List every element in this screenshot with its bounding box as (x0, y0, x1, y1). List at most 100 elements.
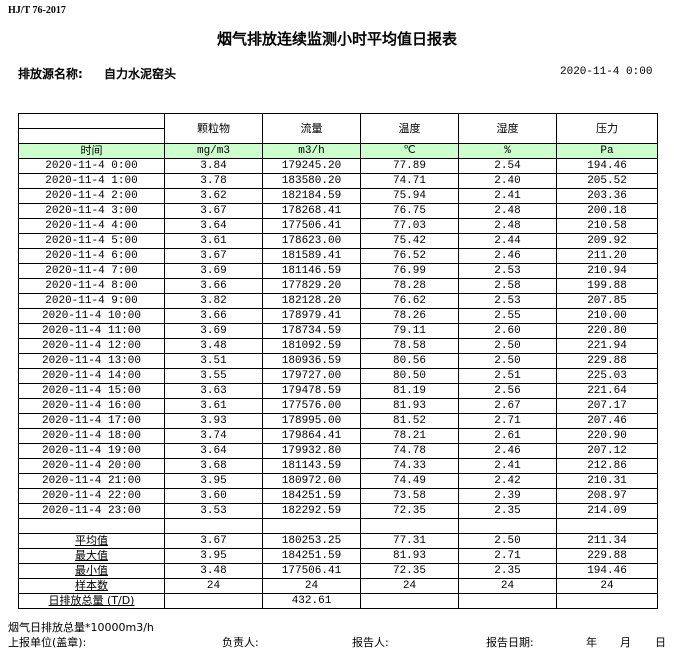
value-cell: 214.09 (556, 503, 658, 519)
stats-row: 最小值 3.48 177506.41 72.35 2.35 194.46 (18, 563, 658, 579)
value-cell: 2.35 (458, 563, 557, 579)
value-cell: 180253.25 (262, 533, 361, 549)
row-label: 2020-11-4 17:00 (18, 413, 165, 429)
value-cell: 2.56 (458, 383, 557, 399)
value-cell: 178995.00 (262, 413, 361, 429)
value-cell: 24 (458, 578, 557, 594)
table-row: 2020-11-4 16:00 3.61 177576.00 81.93 2.67 207… (18, 398, 658, 414)
column-header: 颗粒物 (164, 113, 263, 144)
value-cell: 3.61 (164, 398, 263, 414)
value-cell: 210.94 (556, 263, 658, 279)
value-cell: 2.40 (458, 173, 557, 189)
value-cell: 211.20 (556, 248, 658, 264)
value-cell: 2.41 (458, 188, 557, 204)
row-label: 2020-11-4 2:00 (18, 188, 165, 204)
reporter-label: 报告人: (352, 636, 389, 649)
value-cell: 2.58 (458, 278, 557, 294)
value-cell: 212.86 (556, 458, 658, 474)
column-header: 流量 (262, 113, 361, 144)
blank-row (18, 518, 658, 534)
row-label: 平均值 (18, 533, 165, 549)
value-cell: 2.71 (458, 413, 557, 429)
value-cell: 178268.41 (262, 203, 361, 219)
row-label: 最大值 (18, 548, 165, 564)
source-label: 排放源名称: (18, 67, 83, 81)
value-cell: 229.88 (556, 353, 658, 369)
row-label: 2020-11-4 23:00 (18, 503, 165, 519)
corner-cell (18, 128, 165, 144)
row-label: 2020-11-4 6:00 (18, 248, 165, 264)
table-row: 2020-11-4 3:00 3.67 178268.41 76.75 2.48 200.… (18, 203, 658, 219)
row-label: 2020-11-4 0:00 (18, 158, 165, 174)
value-cell: 74.71 (360, 173, 459, 189)
report-date-label: 报告日期: (486, 636, 534, 649)
value-cell: 3.66 (164, 308, 263, 324)
value-cell: 3.84 (164, 158, 263, 174)
value-cell: 179727.00 (262, 368, 361, 384)
table-row: 2020-11-4 7:00 3.69 181146.59 76.99 2.53 210.… (18, 263, 658, 279)
row-label: 2020-11-4 13:00 (18, 353, 165, 369)
value-cell: 3.93 (164, 413, 263, 429)
value-cell: 2.53 (458, 263, 557, 279)
table-row: 2020-11-4 14:00 3.55 179727.00 80.50 2.51 225… (18, 368, 658, 384)
table-row: 2020-11-4 21:00 3.95 180972.00 74.49 2.42 210… (18, 473, 658, 489)
table-row: 2020-11-4 5:00 3.61 178623.00 75.42 2.44 209.… (18, 233, 658, 249)
table-row: 2020-11-4 10:00 3.66 178979.41 78.26 2.55 210… (18, 308, 658, 324)
value-cell: 229.88 (556, 548, 658, 564)
row-label: 2020-11-4 19:00 (18, 443, 165, 459)
value-cell: 3.62 (164, 188, 263, 204)
value-cell: 2.60 (458, 323, 557, 339)
value-cell: 24 (164, 578, 263, 594)
table-row: 2020-11-4 13:00 3.51 180936.59 80.56 2.50 229… (18, 353, 658, 369)
stats-row: 最大值 3.95 184251.59 81.93 2.71 229.88 (18, 548, 658, 564)
row-label (18, 518, 165, 534)
row-label: 2020-11-4 4:00 (18, 218, 165, 234)
table-row: 2020-11-4 22:00 3.60 184251.59 73.58 2.39 208… (18, 488, 658, 504)
value-cell: 183580.20 (262, 173, 361, 189)
row-label: 日排放总量 (T/D) (18, 593, 165, 609)
value-cell: 2.51 (458, 368, 557, 384)
value-cell: 3.64 (164, 443, 263, 459)
value-cell: 432.61 (262, 593, 361, 609)
table-row: 2020-11-4 15:00 3.63 179478.59 81.19 2.56 221… (18, 383, 658, 399)
report-datetime: 2020-11-4 0:00 (560, 66, 653, 78)
table-row: 2020-11-4 18:00 3.74 179864.41 78.21 2.61 220… (18, 428, 658, 444)
column-header: 温度 (360, 113, 459, 144)
value-cell: 75.42 (360, 233, 459, 249)
value-cell: 76.52 (360, 248, 459, 264)
value-cell (556, 593, 658, 609)
unit-cell: Pa (556, 143, 658, 159)
value-cell: 2.41 (458, 458, 557, 474)
value-cell: 181092.59 (262, 338, 361, 354)
value-cell: 2.55 (458, 308, 557, 324)
row-label: 2020-11-4 16:00 (18, 398, 165, 414)
value-cell: 3.67 (164, 203, 263, 219)
report-title: 烟气排放连续监测小时平均值日报表 (216, 30, 457, 48)
value-cell: 3.55 (164, 368, 263, 384)
table-row: 2020-11-4 1:00 3.78 183580.20 74.71 2.40 205.… (18, 173, 658, 189)
row-label: 2020-11-4 18:00 (18, 428, 165, 444)
value-cell: 208.97 (556, 488, 658, 504)
row-label: 2020-11-4 12:00 (18, 338, 165, 354)
value-cell: 177829.20 (262, 278, 361, 294)
value-cell: 177506.41 (262, 218, 361, 234)
row-label: 2020-11-4 7:00 (18, 263, 165, 279)
row-label: 2020-11-4 5:00 (18, 233, 165, 249)
value-cell: 2.67 (458, 398, 557, 414)
value-cell: 24 (360, 578, 459, 594)
value-cell: 79.11 (360, 323, 459, 339)
table-row: 2020-11-4 20:00 3.68 181143.59 74.33 2.41 212… (18, 458, 658, 474)
column-header: 压力 (556, 113, 658, 144)
value-cell (262, 518, 361, 534)
value-cell: 2.46 (458, 443, 557, 459)
value-cell: 74.49 (360, 473, 459, 489)
day-label: 日 (655, 636, 666, 649)
value-cell: 3.61 (164, 233, 263, 249)
value-cell: 178979.41 (262, 308, 361, 324)
value-cell: 2.35 (458, 503, 557, 519)
row-label: 2020-11-4 15:00 (18, 383, 165, 399)
value-cell: 210.58 (556, 218, 658, 234)
value-cell: 3.95 (164, 473, 263, 489)
row-label: 2020-11-4 3:00 (18, 203, 165, 219)
stats-row: 日排放总量 (T/D) 432.61 (18, 593, 658, 609)
